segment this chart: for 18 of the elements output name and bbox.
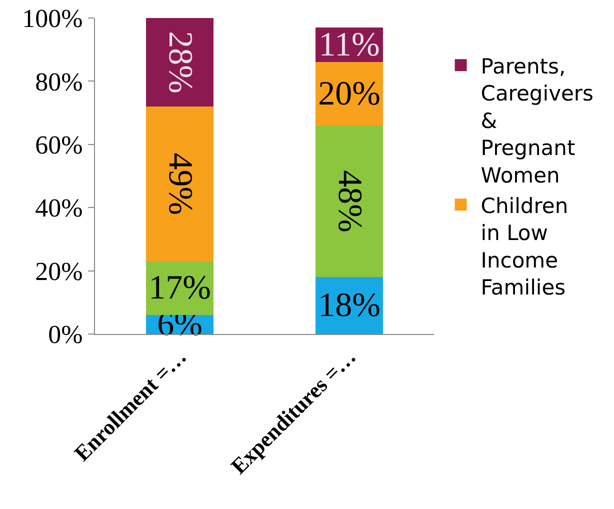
bar <box>146 106 214 262</box>
data-label: 49% <box>161 152 198 216</box>
data-label: 18% <box>318 287 380 324</box>
y-tick-label: 100% <box>22 4 83 34</box>
bar <box>315 125 384 278</box>
y-tick-label: 60% <box>35 130 83 160</box>
y-tick-label: 20% <box>35 256 83 286</box>
bar <box>146 18 214 106</box>
data-label: 17% <box>148 270 211 307</box>
legend-label: Children in Low Income Families <box>480 194 568 300</box>
y-tick-label: 40% <box>35 194 83 223</box>
data-label: 28% <box>161 31 198 94</box>
data-label: 20% <box>318 75 380 112</box>
data-label: 48% <box>330 170 368 232</box>
y-tick-label: 0% <box>48 320 83 350</box>
y-tick-label: 80% <box>35 67 83 96</box>
legend-label: Parents, Caregivers & Pregnant Women <box>480 54 594 188</box>
data-label: 11% <box>318 26 380 64</box>
